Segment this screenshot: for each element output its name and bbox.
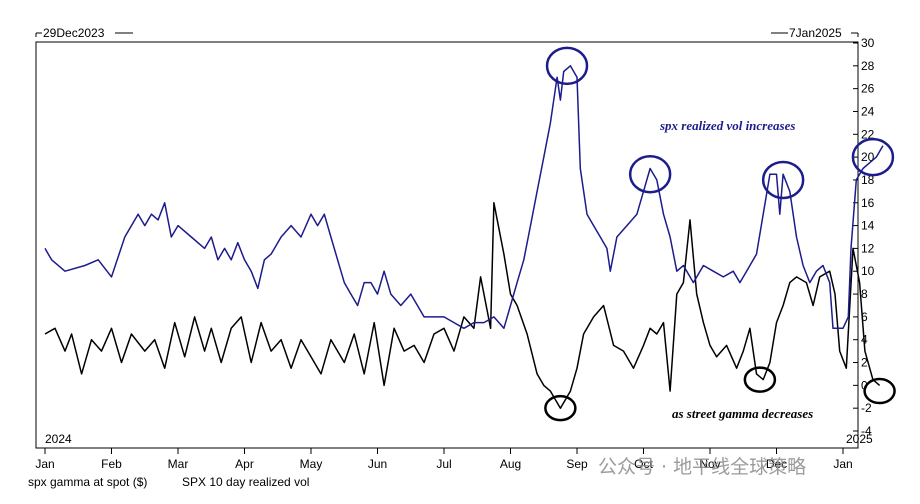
gamma-annotation: as street gamma decreases (672, 406, 813, 421)
y-tick-label: -2 (861, 401, 872, 415)
x-tick-label: Jun (368, 457, 387, 471)
x-tick-label: May (300, 457, 323, 471)
year-start-label: 2024 (45, 432, 72, 446)
x-tick-label: Oct (634, 457, 653, 471)
legend-gamma: spx gamma at spot ($) (28, 475, 147, 489)
highlight-circles (544, 46, 896, 422)
y-tick-label: 12 (861, 241, 875, 255)
y-tick-label: 26 (861, 82, 875, 96)
y-tick-label: 0 (861, 378, 868, 392)
vol-highlight-circle (761, 160, 805, 200)
x-axis: Jan Feb Mar Apr May Jun Jul Aug Sep Oct Nov Dec Jan (35, 448, 853, 471)
date-range-start: 29Dec2023 (35, 26, 133, 40)
x-tick-label: Jul (436, 457, 451, 471)
y-tick-label: 6 (861, 310, 868, 324)
gamma-highlight-circle (544, 394, 577, 422)
date-range-end: 7Jan2025 (771, 26, 859, 40)
series-layer (44, 65, 884, 409)
date-range-start-label: 29Dec2023 (43, 26, 105, 40)
vol-annotation: spx realized vol increases (659, 118, 795, 133)
y-tick-label: 16 (861, 196, 875, 210)
x-tick-label: Dec (766, 457, 787, 471)
x-tick-label: Jan (35, 457, 54, 471)
y-tick-label: 10 (861, 264, 875, 278)
x-tick-label: Apr (235, 457, 254, 471)
vol-series-line (44, 65, 884, 330)
date-range-end-label: 7Jan2025 (789, 26, 842, 40)
watermark: 公众号 · 地平线全球策略 (598, 456, 807, 478)
y-tick-label: 2 (861, 356, 868, 370)
gamma-series-line (44, 202, 881, 409)
y-tick-label: 22 (861, 127, 875, 141)
x-tick-label: Feb (101, 457, 122, 471)
y-tick-label: 28 (861, 59, 875, 73)
vol-highlight-circle (628, 154, 672, 194)
y-tick-label: 18 (861, 173, 875, 187)
vol-highlight-circle (851, 137, 895, 177)
y-tick-label: 30 (861, 36, 875, 50)
y-tick-label: 8 (861, 287, 868, 301)
x-tick-label: Aug (500, 457, 521, 471)
y-tick-label: 20 (861, 150, 875, 164)
y-tick-label: 14 (861, 219, 875, 233)
gamma-highlight-circle (863, 377, 896, 405)
plot-area (35, 41, 859, 449)
legend-vol: SPX 10 day realized vol (182, 475, 309, 489)
y-tick-label: 24 (861, 104, 875, 118)
x-tick-label: Mar (168, 457, 189, 471)
vol-highlight-circle (545, 46, 589, 86)
x-tick-label: Jan (833, 457, 852, 471)
year-end-label: 2025 (846, 432, 873, 446)
x-tick-label: Sep (566, 457, 588, 471)
x-tick-label: Nov (699, 457, 720, 471)
y-tick-label: -4 (861, 424, 872, 438)
gamma-highlight-circle (743, 366, 777, 393)
